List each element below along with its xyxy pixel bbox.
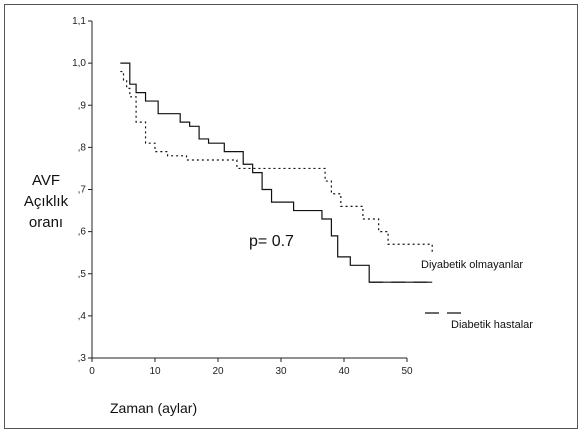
y-tick-label: ,3: [78, 353, 87, 364]
y-tick-label: ,5: [78, 269, 87, 280]
y-tick-label: ,4: [78, 311, 87, 322]
x-tick-label: 40: [338, 366, 350, 377]
legend-label-non-diabetic: Diyabetik olmayanlar: [421, 259, 524, 271]
x-tick-label: 50: [401, 366, 413, 377]
x-axis-label: Zaman (aylar): [110, 400, 198, 416]
y-tick-label: ,6: [78, 227, 87, 238]
y-tick-label: ,9: [78, 100, 87, 111]
x-tick-label: 0: [89, 366, 95, 377]
y-tick-label: ,8: [78, 142, 87, 153]
series-line-non-diabetic: [120, 70, 433, 253]
y-tick-label: ,7: [78, 185, 87, 196]
p-value-annotation: p= 0.7: [249, 233, 294, 250]
x-tick-label: 30: [275, 366, 287, 377]
series-line-diabetic: [120, 62, 433, 283]
y-axis-label-line: Açıklık: [23, 193, 69, 210]
legend-label-diabetic: Diabetik hastalar: [451, 319, 533, 331]
x-tick-label: 10: [149, 366, 161, 377]
y-axis-label-line: oranı: [28, 214, 64, 231]
y-axis-label: AVF Açıklık oranı: [13, 170, 79, 233]
y-axis-label-line: AVF: [31, 172, 61, 189]
x-tick-label: 20: [212, 366, 224, 377]
y-tick-label: 1,1: [72, 16, 86, 27]
y-tick-label: 1,0: [72, 58, 86, 69]
